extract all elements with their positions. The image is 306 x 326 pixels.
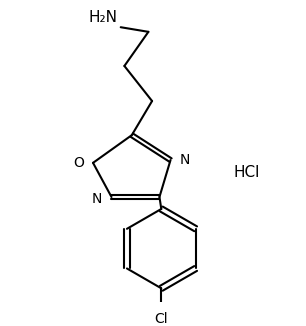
Text: Cl: Cl [155, 312, 168, 326]
Text: HCl: HCl [234, 165, 260, 180]
Text: N: N [180, 153, 190, 167]
Text: H₂N: H₂N [89, 10, 118, 25]
Text: N: N [92, 192, 102, 206]
Text: O: O [73, 156, 84, 170]
